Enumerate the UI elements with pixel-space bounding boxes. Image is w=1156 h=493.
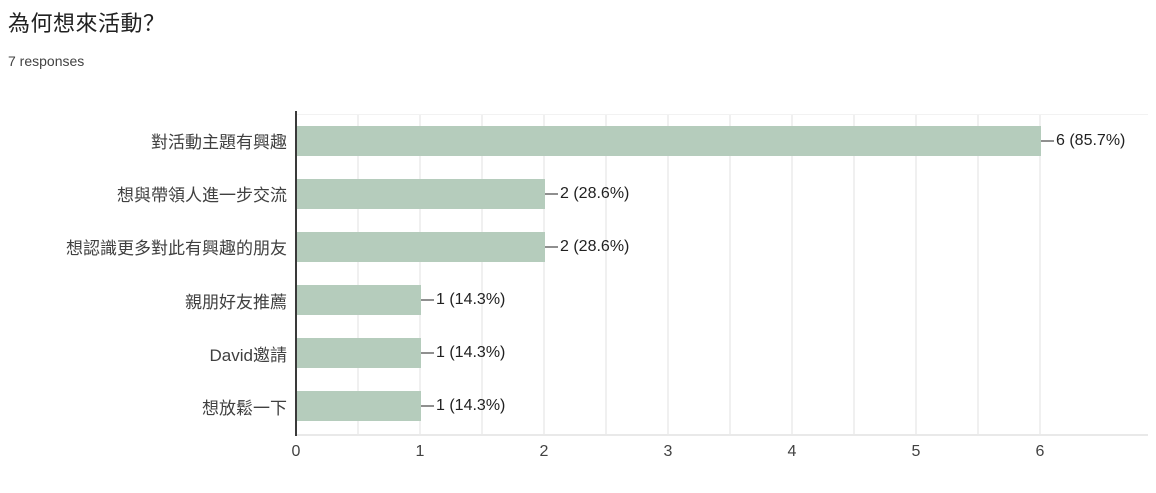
value-label: 1 (14.3%) [436, 397, 506, 415]
gridline [729, 115, 731, 434]
bar [297, 178, 545, 209]
leader-line [421, 352, 434, 355]
value-label: 1 (14.3%) [436, 344, 506, 362]
value-label: 6 (85.7%) [1056, 131, 1126, 149]
gridline [667, 115, 669, 434]
gridline [481, 115, 483, 434]
x-tick-label: 1 [415, 443, 425, 460]
category-label: 想放鬆一下 [202, 398, 287, 418]
gridline [419, 115, 421, 434]
category-label: 親朋好友推薦 [185, 292, 287, 312]
bar [297, 125, 1041, 156]
x-tick-label: 3 [663, 443, 673, 460]
bar [297, 231, 545, 262]
response-count: 7 responses [8, 53, 85, 69]
gridline [977, 115, 979, 434]
plot-area [296, 114, 1148, 436]
y-axis-line [295, 111, 297, 436]
gridline [1039, 115, 1041, 434]
x-tick-label: 0 [291, 443, 301, 460]
value-label: 2 (28.6%) [560, 184, 630, 202]
category-label: 想認識更多對此有興趣的朋友 [66, 239, 287, 259]
value-label: 2 (28.6%) [560, 237, 630, 255]
x-tick-label: 6 [1035, 443, 1045, 460]
category-label: 想與帶領人進一步交流 [117, 186, 287, 206]
bar [297, 391, 421, 422]
leader-line [545, 245, 558, 248]
bar [297, 285, 421, 316]
x-tick-label: 5 [911, 443, 921, 460]
leader-line [1041, 139, 1054, 142]
gridline [357, 115, 359, 434]
chart-title: 為何想來活動？ [8, 11, 166, 36]
gridline [543, 115, 545, 434]
leader-line [421, 405, 434, 408]
gridline [605, 115, 607, 434]
leader-line [421, 299, 434, 302]
x-tick-label: 2 [539, 443, 549, 460]
leader-line [545, 192, 558, 195]
category-label: 對活動主題有興趣 [151, 133, 287, 153]
category-label: David邀請 [209, 345, 287, 365]
bar [297, 338, 421, 369]
x-tick-label: 4 [787, 443, 797, 460]
gridline [853, 115, 855, 434]
gridline [791, 115, 793, 434]
value-label: 1 (14.3%) [436, 291, 506, 309]
gridline [915, 115, 917, 434]
